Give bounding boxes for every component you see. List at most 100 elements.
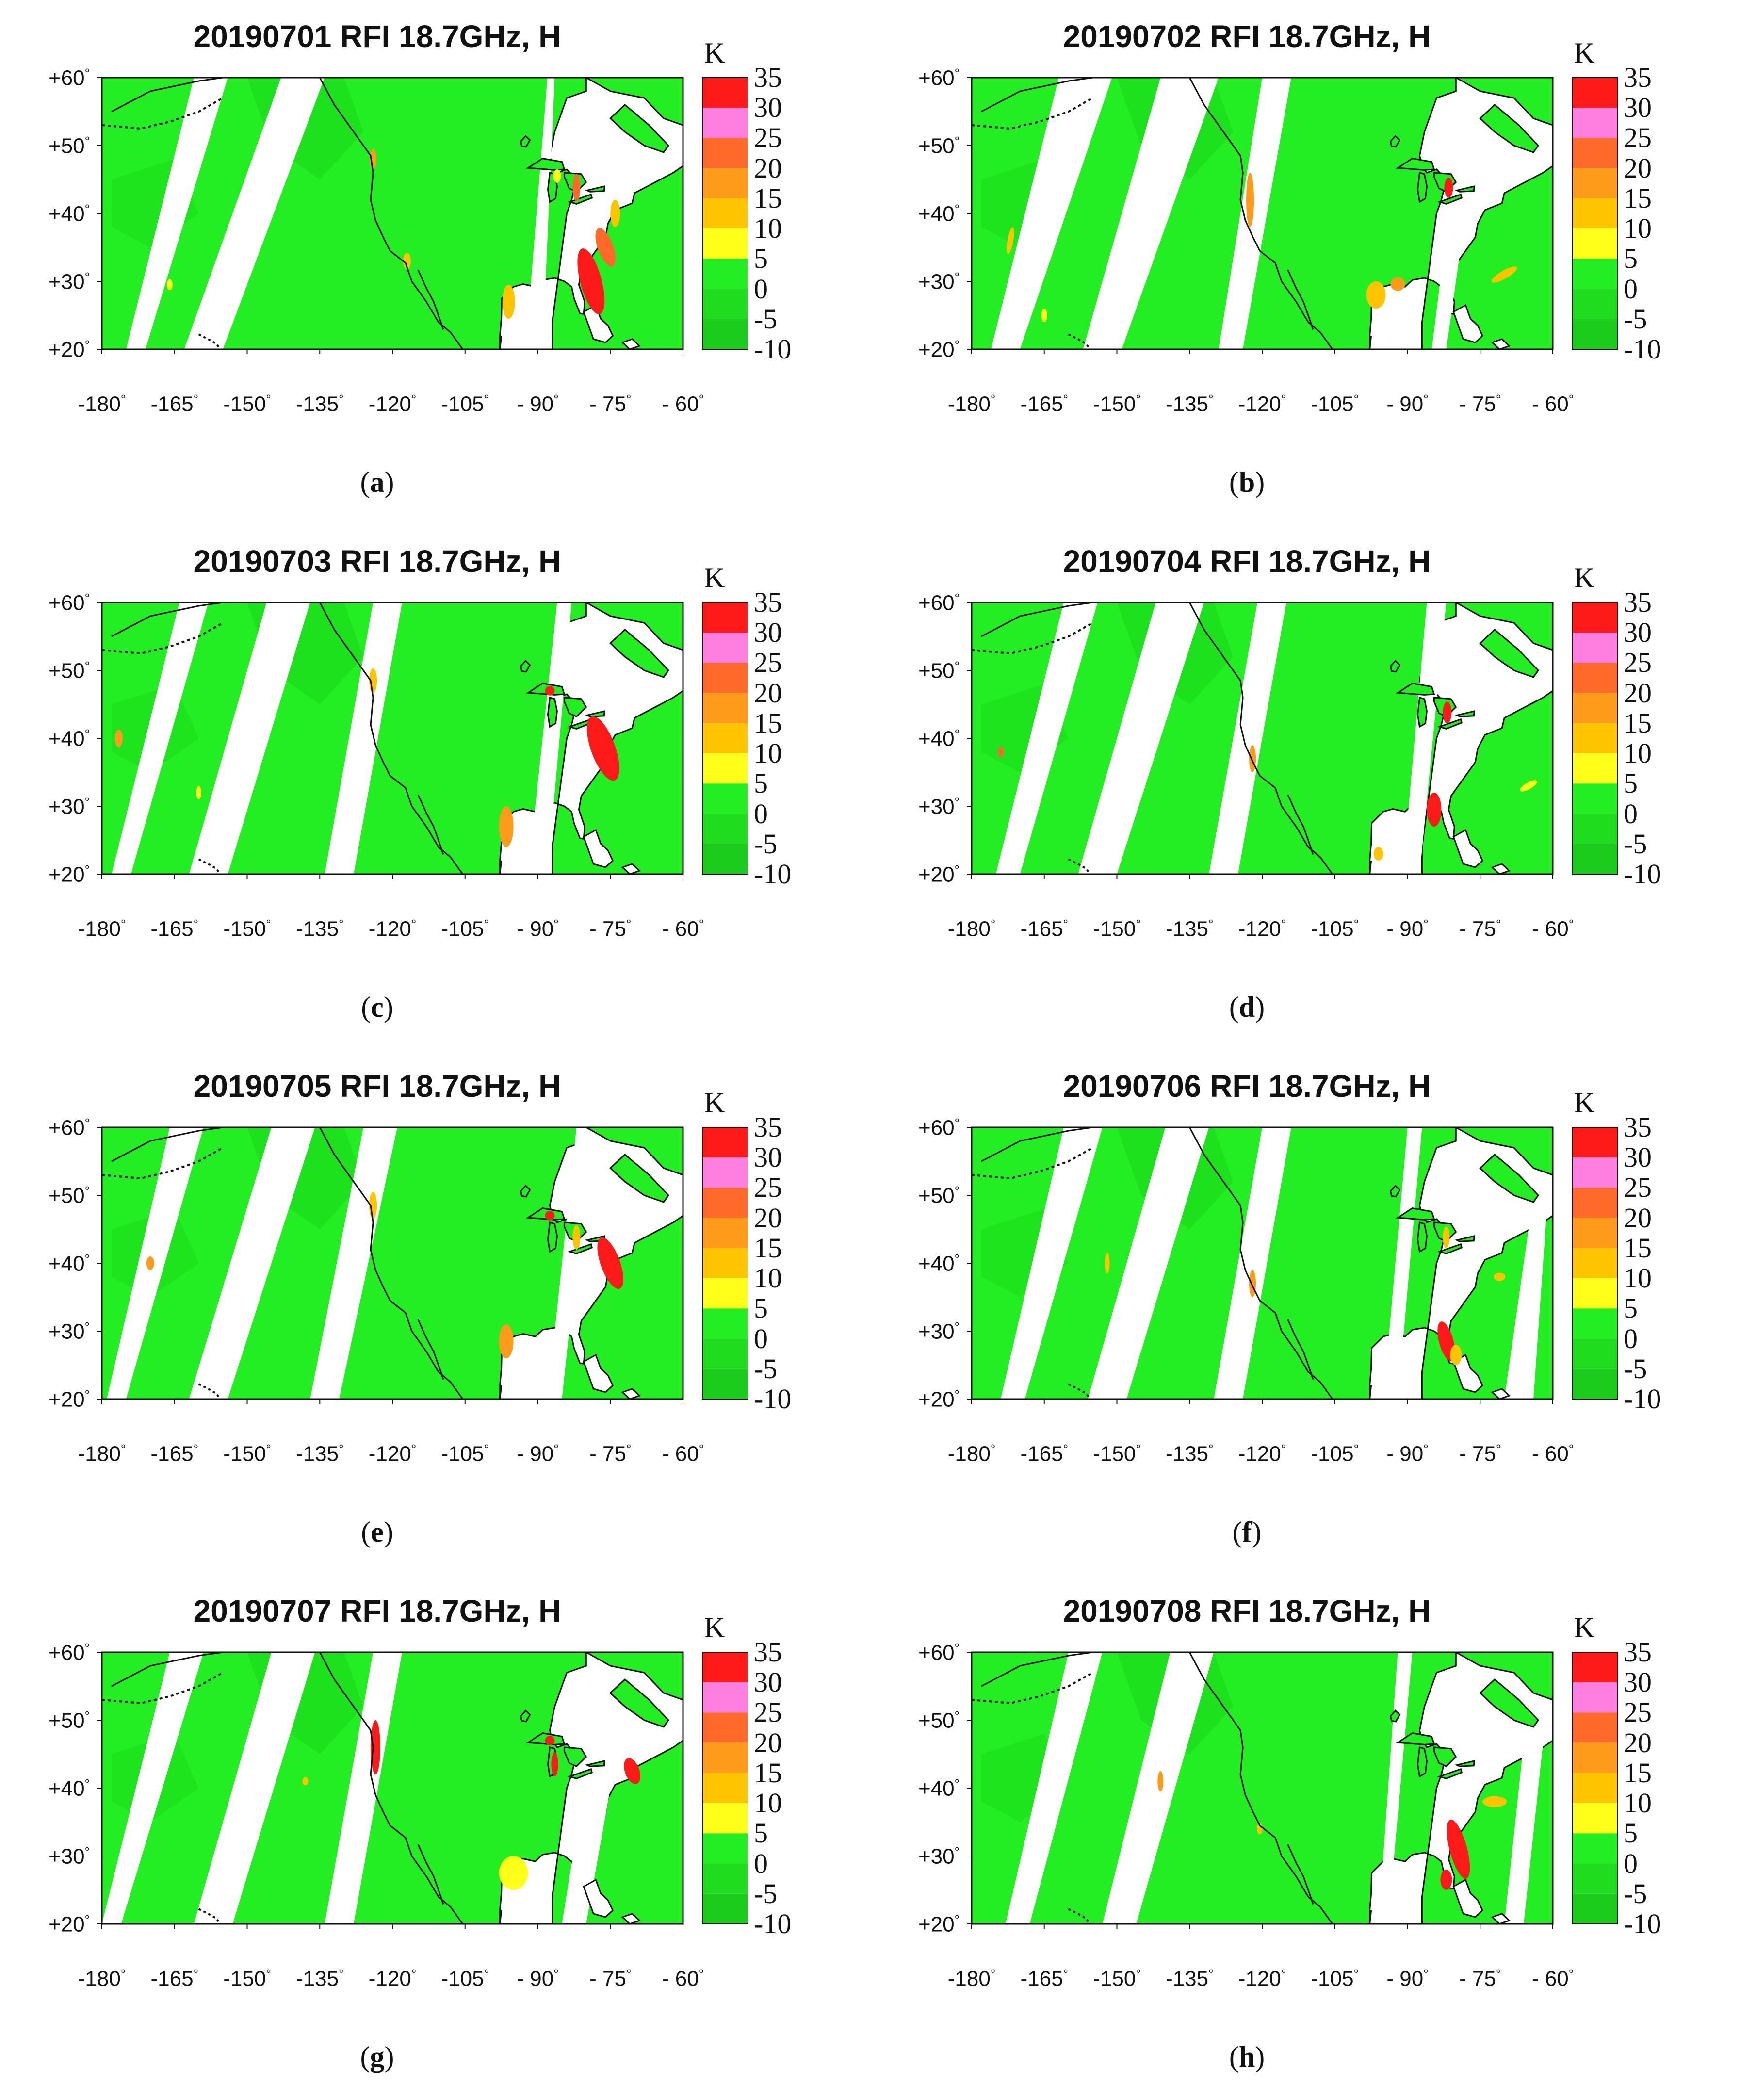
lat-label: +40° (24, 1777, 90, 1800)
rfi-hotspot (553, 169, 561, 183)
lon-label: -180° (61, 1968, 143, 1990)
degree-symbol: ° (699, 917, 704, 931)
lat-label: +40° (24, 1253, 90, 1275)
lat-label: +40° (894, 1777, 959, 1800)
colorbar-tick-label: 30 (1624, 1141, 1652, 1173)
panel-title: 20190708 RFI 18.7GHz, H (1063, 1594, 1431, 1628)
caption-open-paren: ( (1229, 991, 1239, 1023)
caption-close-paren: ) (384, 466, 394, 498)
degree-symbol: ° (1208, 917, 1214, 931)
lon-label: - 90° (497, 1968, 579, 1990)
lat-label: +50° (894, 1185, 959, 1207)
lake-winnipeg (520, 660, 531, 673)
colorbar-frame (702, 1127, 748, 1400)
lake-winnipeg (520, 1709, 531, 1723)
caribbean-island (1491, 1913, 1511, 1924)
lon-label: - 90° (497, 1443, 579, 1465)
lat-label: +20° (24, 1388, 90, 1411)
lon-label-text: - 60 (1531, 1967, 1569, 1991)
lon-label-text: - 60 (662, 917, 699, 941)
lon-label-text: - 90 (517, 917, 554, 941)
lat-label: +40° (894, 1253, 959, 1275)
lat-label: +20° (24, 339, 90, 361)
colorbar-tick-label: -5 (1624, 1352, 1647, 1384)
colorbar-band (702, 1157, 748, 1188)
rfi-hotspot (196, 786, 201, 799)
colorbar-tick-label: 10 (1624, 212, 1652, 244)
lon-label-text: - 90 (1386, 1967, 1424, 1991)
ocean-labrador (1454, 602, 1553, 651)
lon-label: -180° (930, 918, 1013, 940)
lon-label-text: -120 (368, 1442, 411, 1466)
map-svg (97, 1651, 748, 1929)
degree-symbol: ° (626, 917, 632, 931)
rfi-hotspot (1443, 1226, 1450, 1249)
coastline-baja (1287, 269, 1314, 330)
lake-winnipeg (1389, 660, 1401, 673)
caption-close-paren: ) (383, 1516, 393, 1548)
rfi-hotspot (1246, 173, 1254, 227)
colorbar-band (1572, 1863, 1618, 1894)
caribbean-island (1491, 863, 1511, 874)
caribbean-island (621, 863, 641, 874)
colorbar-tick-label: 0 (754, 273, 768, 305)
ocean-labrador (585, 1652, 683, 1701)
colorbar-tick-label: 10 (754, 212, 782, 244)
swath-gap (1088, 1127, 1209, 1399)
lon-label: -165° (133, 1443, 216, 1465)
lat-label-text: +50 (918, 134, 955, 158)
colorbar-band (702, 633, 748, 663)
map-panel: 20190704 RFI 18.7GHz, H K 35 30 25 20 15 10 5 0 -5… (870, 525, 1740, 1050)
panel-caption: (g) (97, 2040, 657, 2074)
panel-title: 20190706 RFI 18.7GHz, H (1063, 1069, 1431, 1104)
degree-symbol: ° (990, 1967, 996, 1981)
coastline-west (111, 1127, 464, 1399)
lat-label: +30° (894, 1320, 959, 1343)
colorbar-band (702, 198, 748, 229)
lon-label-text: -165 (1020, 392, 1063, 416)
lat-label: +50° (894, 135, 959, 157)
rfi-hotspot (572, 174, 581, 201)
lon-label-text: - 90 (517, 1967, 554, 1991)
lon-label-text: -120 (368, 392, 411, 416)
degree-symbol: ° (266, 1442, 271, 1456)
degree-symbol: ° (1496, 392, 1501, 407)
degree-symbol: ° (1136, 1442, 1141, 1456)
lat-label-text: +50 (918, 1184, 955, 1208)
lon-label: -120° (351, 1443, 434, 1465)
great-lake (1454, 185, 1476, 193)
hawaii-islands (198, 858, 221, 874)
degree-symbol: ° (1208, 1442, 1214, 1456)
aleutian-islands (972, 622, 1093, 655)
aleutian-islands (102, 1147, 224, 1180)
caption-open-paren: ( (361, 1516, 371, 1548)
degree-symbol: ° (84, 1184, 90, 1198)
degree-symbol: ° (266, 1967, 271, 1981)
colorbar-band (702, 1863, 748, 1894)
colorbar-tick-label: 20 (1624, 152, 1652, 184)
aleutian-islands (102, 622, 224, 655)
hawaii-islands (1068, 858, 1091, 874)
degree-symbol: ° (954, 1912, 959, 1927)
lat-label-text: +60 (918, 591, 955, 615)
lon-label: -120° (1221, 393, 1303, 415)
map-panel: 20190707 RFI 18.7GHz, H K 35 30 25 20 15 10 5 0 -5… (0, 1575, 870, 2100)
lon-label-text: - 75 (589, 1967, 626, 1991)
caption-letter: d (1238, 991, 1255, 1023)
lon-label-text: -150 (1093, 392, 1136, 416)
degree-symbol: ° (84, 1116, 90, 1130)
swath-gap (995, 602, 1098, 874)
lon-label: -135° (1148, 918, 1231, 940)
degree-symbol: ° (1496, 1967, 1501, 1981)
degree-symbol: ° (411, 1967, 417, 1981)
lake-winnipeg (520, 135, 531, 148)
colorbar-band (1572, 1652, 1618, 1683)
lat-label-text: +40 (918, 727, 955, 751)
ocean-labrador (585, 78, 683, 126)
lat-label-text: +30 (918, 1844, 955, 1869)
colorbar-band (1572, 1833, 1618, 1864)
colorbar-tick-label: -5 (754, 303, 778, 335)
colorbar-tick-label: -10 (1624, 1908, 1661, 1939)
degree-symbol: ° (84, 66, 90, 81)
